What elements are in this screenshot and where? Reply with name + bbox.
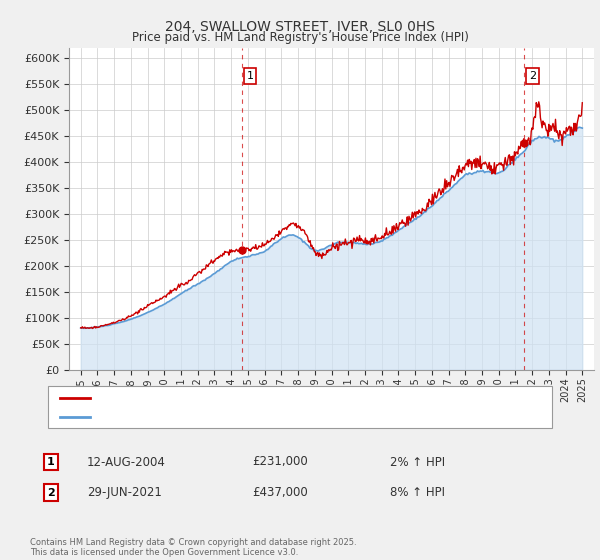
Text: 2: 2 — [529, 71, 536, 81]
Text: 2% ↑ HPI: 2% ↑ HPI — [390, 455, 445, 469]
Text: Contains HM Land Registry data © Crown copyright and database right 2025.
This d: Contains HM Land Registry data © Crown c… — [30, 538, 356, 557]
Text: 29-JUN-2021: 29-JUN-2021 — [87, 486, 162, 500]
Text: 1: 1 — [47, 457, 55, 467]
Text: 1: 1 — [247, 71, 254, 81]
Text: 204, SWALLOW STREET, IVER, SL0 0HS: 204, SWALLOW STREET, IVER, SL0 0HS — [165, 20, 435, 34]
Text: Price paid vs. HM Land Registry's House Price Index (HPI): Price paid vs. HM Land Registry's House … — [131, 31, 469, 44]
Text: 2: 2 — [47, 488, 55, 498]
Text: 204, SWALLOW STREET, IVER, SL0 0HS (semi-detached house): 204, SWALLOW STREET, IVER, SL0 0HS (semi… — [96, 393, 421, 403]
Text: 12-AUG-2004: 12-AUG-2004 — [87, 455, 166, 469]
Text: £231,000: £231,000 — [252, 455, 308, 469]
Text: £437,000: £437,000 — [252, 486, 308, 500]
Text: 8% ↑ HPI: 8% ↑ HPI — [390, 486, 445, 500]
Text: HPI: Average price, semi-detached house, Buckinghamshire: HPI: Average price, semi-detached house,… — [96, 412, 408, 422]
